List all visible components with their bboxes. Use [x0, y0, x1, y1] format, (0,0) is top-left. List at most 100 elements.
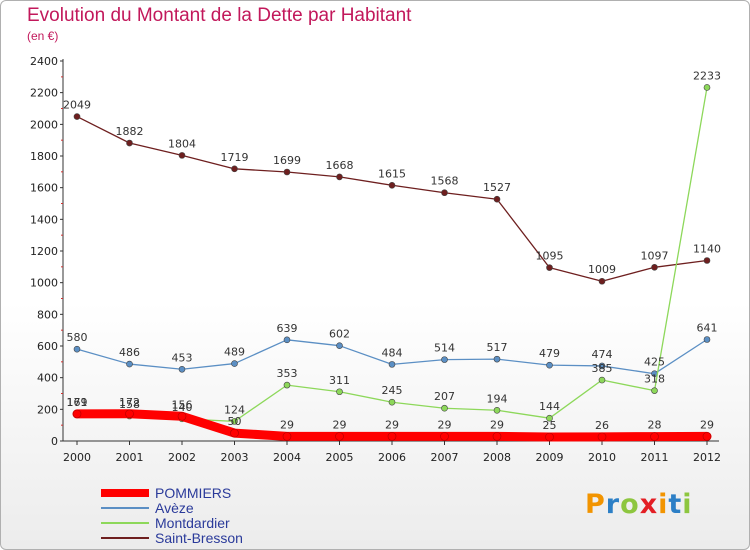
x-tick-label: 2007: [431, 451, 459, 464]
data-label: 514: [434, 342, 455, 355]
data-point: [283, 168, 291, 176]
logo-letter: i: [658, 489, 669, 520]
data-label: 474: [592, 348, 613, 361]
logo-letter: t: [668, 489, 683, 520]
data-label: 484: [382, 346, 403, 359]
data-point: [126, 360, 133, 368]
data-label: 172: [119, 396, 140, 409]
data-point: [441, 404, 448, 412]
data-label: 29: [490, 418, 504, 431]
data-point: [546, 361, 553, 369]
data-point: [703, 336, 711, 343]
data-point: [546, 264, 553, 271]
data-label: 1009: [588, 263, 616, 276]
data-label: 1882: [116, 125, 144, 138]
data-label: 1095: [536, 250, 564, 263]
data-point: [441, 356, 448, 363]
y-tick-label: 1600: [30, 182, 58, 195]
data-point: [388, 181, 396, 189]
data-point: [388, 361, 396, 368]
data-point: [73, 113, 81, 120]
x-tick-label: 2005: [326, 451, 354, 464]
data-label: 318: [644, 373, 665, 386]
data-point: [387, 432, 397, 441]
data-label: 28: [648, 419, 662, 432]
logo-letter: x: [639, 489, 659, 520]
data-label: 26: [595, 419, 609, 432]
data-label: 453: [172, 351, 193, 364]
x-tick-label: 2009: [536, 451, 564, 464]
data-label: 517: [487, 341, 508, 354]
legend-label: Saint-Bresson: [155, 530, 243, 546]
legend-label: POMMIERS: [155, 485, 231, 501]
data-label: 479: [539, 347, 560, 360]
data-point: [388, 398, 396, 406]
data-label: 1699: [273, 154, 301, 167]
y-tick-label: 600: [37, 340, 58, 353]
data-label: 1668: [326, 159, 354, 172]
data-point: [598, 277, 606, 285]
data-label: 425: [644, 356, 665, 369]
logo-letter: r: [605, 489, 621, 520]
data-label: 50: [228, 415, 242, 428]
data-point: [336, 342, 343, 349]
logo-letter: o: [620, 489, 640, 520]
data-point: [492, 432, 502, 441]
data-label: 1719: [221, 151, 249, 164]
data-label: 29: [700, 418, 714, 431]
data-point: [702, 432, 712, 441]
y-tick-label: 0: [51, 435, 58, 448]
data-point: [597, 432, 607, 442]
data-label: 29: [438, 418, 452, 431]
data-point: [336, 173, 343, 181]
data-point: [493, 355, 501, 363]
data-label: 124: [224, 403, 245, 416]
data-label: 385: [592, 362, 613, 375]
data-point: [126, 139, 133, 147]
y-tick-label: 1000: [30, 277, 58, 290]
data-label: 194: [487, 392, 508, 405]
data-label: 489: [224, 346, 245, 359]
y-tick-label: 800: [37, 308, 58, 321]
data-point: [440, 432, 449, 441]
x-tick-label: 2004: [273, 451, 301, 464]
data-point: [178, 365, 186, 373]
data-label: 1615: [378, 167, 406, 180]
x-tick-label: 2002: [168, 451, 196, 464]
data-label: 1527: [483, 181, 511, 194]
data-label: 1804: [168, 137, 196, 150]
data-point: [178, 152, 186, 159]
data-label: 207: [434, 390, 455, 403]
data-label: 2233: [693, 69, 721, 82]
data-point: [283, 381, 291, 389]
data-label: 486: [119, 346, 140, 359]
data-label: 29: [385, 418, 399, 431]
y-tick-label: 2400: [30, 55, 58, 68]
data-label: 1140: [693, 243, 721, 256]
data-label: 602: [329, 328, 350, 341]
data-label: 25: [543, 419, 557, 432]
data-label: 580: [67, 331, 88, 344]
x-tick-label: 2012: [693, 451, 721, 464]
data-label: 1568: [431, 175, 459, 188]
data-point: [598, 376, 606, 384]
x-tick-label: 2011: [641, 451, 669, 464]
data-point: [651, 264, 658, 271]
data-label: 169: [67, 396, 88, 409]
chart-subtitle: (en €): [27, 29, 59, 43]
logo-letter: P: [585, 489, 606, 520]
data-label: 2049: [63, 99, 91, 112]
legend-label: Avèze: [155, 500, 194, 516]
data-label: 639: [277, 322, 298, 335]
data-label: 171: [67, 396, 88, 409]
data-label: 1097: [641, 249, 669, 262]
data-point: [651, 387, 658, 394]
data-point: [125, 409, 134, 419]
data-point: [282, 432, 292, 441]
data-point: [703, 257, 711, 264]
data-label: 29: [333, 418, 347, 431]
x-tick-label: 2006: [378, 451, 406, 464]
y-tick-label: 1200: [30, 245, 58, 258]
